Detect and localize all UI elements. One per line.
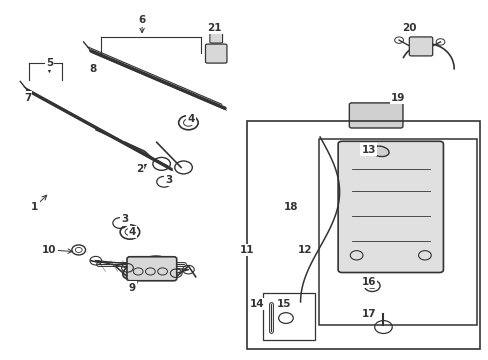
FancyBboxPatch shape xyxy=(408,37,432,56)
Text: 18: 18 xyxy=(283,202,298,212)
FancyBboxPatch shape xyxy=(205,44,226,63)
Text: 17: 17 xyxy=(361,310,375,319)
Text: 15: 15 xyxy=(277,299,291,309)
Text: 11: 11 xyxy=(239,245,254,255)
FancyBboxPatch shape xyxy=(209,33,222,43)
Text: 6: 6 xyxy=(138,15,145,26)
Text: 13: 13 xyxy=(361,144,375,154)
Text: 14: 14 xyxy=(249,299,264,309)
Ellipse shape xyxy=(122,256,166,280)
Text: 2: 2 xyxy=(136,164,143,174)
Ellipse shape xyxy=(370,146,388,157)
Text: 19: 19 xyxy=(390,93,405,103)
Text: 20: 20 xyxy=(401,23,416,33)
Text: 8: 8 xyxy=(89,64,97,74)
Text: 4: 4 xyxy=(187,114,194,124)
Text: 4: 4 xyxy=(128,227,136,237)
Text: 12: 12 xyxy=(298,245,312,255)
Text: 1: 1 xyxy=(31,202,39,212)
FancyBboxPatch shape xyxy=(127,257,176,281)
Bar xyxy=(262,293,315,339)
Text: 3: 3 xyxy=(165,175,172,185)
Bar xyxy=(246,121,479,348)
Text: 16: 16 xyxy=(361,277,375,287)
Text: 9: 9 xyxy=(128,283,136,293)
Text: 5: 5 xyxy=(46,58,53,68)
FancyBboxPatch shape xyxy=(348,103,402,128)
Text: 3: 3 xyxy=(121,215,128,224)
Text: 7: 7 xyxy=(24,93,31,103)
Text: 10: 10 xyxy=(42,245,57,255)
Bar xyxy=(318,139,476,325)
FancyBboxPatch shape xyxy=(337,141,443,273)
Text: 21: 21 xyxy=(206,23,221,33)
